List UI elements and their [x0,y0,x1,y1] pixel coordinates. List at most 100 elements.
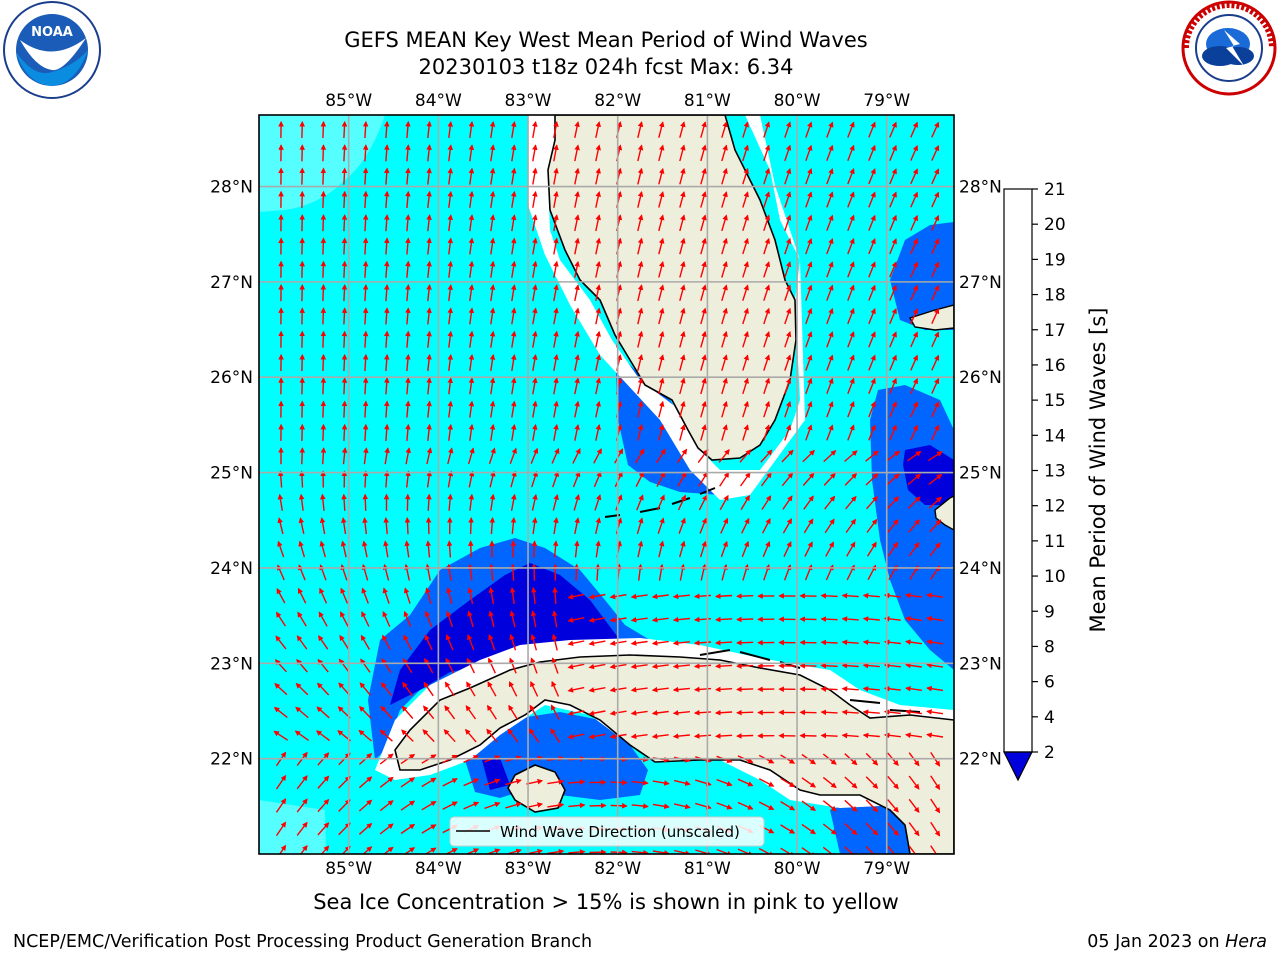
wave-direction-arrow [845,518,856,534]
wave-direction-arrow [317,798,330,813]
wave-direction-arrow [421,800,437,811]
wave-direction-arrow [929,519,942,533]
wave-direction-arrow [468,237,475,255]
wave-direction-arrow [910,308,918,324]
wave-direction-arrow [298,493,305,511]
wave-direction-arrow [530,680,539,697]
wave-direction-arrow [362,144,369,162]
footer-date: 05 Jan 2023 on Hera [1087,932,1267,952]
wave-direction-arrow [721,237,728,255]
wave-direction-arrow [636,517,644,535]
wave-direction-arrow [299,447,306,465]
wave-direction-arrow [447,470,454,488]
wave-direction-arrow [380,705,393,719]
wave-direction-arrow [736,733,754,739]
wave-direction-arrow [658,214,665,232]
wave-direction-arrow [574,307,580,325]
wave-direction-arrow [400,800,416,811]
wave-direction-arrow [889,191,897,208]
wave-direction-arrow [489,423,496,441]
wave-direction-arrow [805,401,813,418]
wave-direction-arrow [658,377,665,395]
wave-direction-arrow [595,400,601,418]
wave-direction-arrow [467,587,474,604]
wave-direction-arrow [358,822,373,835]
wave-direction-arrow [742,400,749,418]
wave-direction-arrow [805,331,813,348]
wave-direction-arrow [931,261,940,278]
wave-direction-arrow [468,353,475,371]
wave-direction-arrow [740,494,750,511]
wave-direction-arrow [468,493,475,511]
wave-direction-arrow [637,144,644,162]
wave-direction-arrow [383,167,390,185]
wave-direction-arrow [763,331,771,348]
wave-direction-arrow [319,517,326,535]
wave-direction-arrow [317,658,329,673]
map-legend-label: Wind Wave Direction (unscaled) [500,823,740,841]
wave-direction-arrow [847,284,855,301]
wave-direction-arrow [841,686,859,692]
wave-direction-arrow [574,191,580,208]
florida-buffer [528,115,805,500]
wave-field-below-2-south [390,563,620,705]
wave-direction-arrow [318,635,329,650]
wave-direction-arrow [532,307,538,325]
wave-direction-arrow [595,377,601,395]
wave-direction-arrow [466,657,476,674]
lon-tick-label-top: 83°W [505,91,552,111]
lon-tick-label-top: 81°W [684,91,731,111]
wave-direction-arrow [651,640,669,646]
wave-direction-arrow [360,658,371,673]
wave-direction-arrow [805,144,813,162]
wave-direction-arrow [509,657,517,674]
wave-direction-arrow [887,541,899,557]
lat-tick-label-right: 27°N [959,273,1002,293]
wave-direction-arrow [865,776,879,789]
wave-direction-arrow [382,587,390,604]
wave-direction-arrow [381,658,392,673]
wave-direction-arrow [714,640,733,646]
wave-direction-arrow [426,493,432,511]
wave-direction-arrow [467,540,474,558]
wave-direction-arrow [679,400,686,418]
wave-direction-arrow [447,447,454,465]
wave-direction-arrow [468,516,474,535]
wave-direction-arrow [595,260,601,278]
wave-direction-arrow [426,470,432,488]
wave-direction-arrow [714,616,733,623]
wave-direction-arrow [484,801,501,810]
wave-direction-arrow [699,517,707,534]
wave-direction-arrow [736,639,754,646]
wave-direction-arrow [405,283,411,302]
wave-direction-arrow [553,330,559,348]
wave-direction-arrow [804,541,813,557]
wave-direction-arrow [693,709,712,716]
wave-direction-arrow [904,639,922,645]
wave-direction-arrow [824,518,835,534]
colorbar-tick-label: 9 [1044,602,1055,622]
wave-direction-arrow [904,685,922,692]
wave-direction-arrow [889,121,897,138]
wave-direction-arrow [784,261,792,278]
wave-direction-arrow [635,448,645,464]
wave-direction-arrow [637,284,644,302]
wave-direction-arrow [825,541,835,557]
wave-direction-arrow [758,847,775,854]
wave-direction-arrow [844,776,858,789]
wave-direction-arrow [868,214,876,231]
wave-direction-arrow [383,237,390,255]
wave-direction-arrow [658,424,665,441]
wave-direction-arrow [362,400,369,418]
wave-direction-arrow [315,730,331,742]
wave-direction-arrow [889,238,897,255]
wave-direction-arrow [615,494,623,511]
wave-direction-arrow [868,354,876,371]
wave-direction-arrow [421,777,437,788]
wave-direction-arrow [595,330,601,348]
wave-direction-arrow [889,377,897,394]
wave-direction-arrow [889,168,897,185]
wave-direction-arrow [426,214,432,232]
wave-direction-arrow [609,617,627,623]
wave-direction-arrow [341,237,348,255]
